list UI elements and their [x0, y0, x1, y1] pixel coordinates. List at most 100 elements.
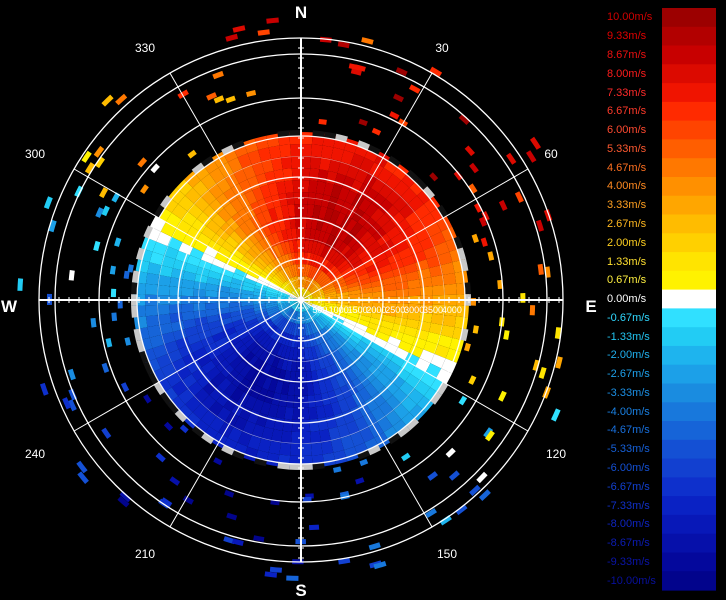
velocity-cell — [323, 182, 335, 197]
velocity-cell — [330, 401, 342, 416]
outer-echo — [474, 202, 483, 213]
velocity-cell — [307, 309, 316, 321]
velocity-cell — [272, 275, 284, 286]
outer-echo — [62, 397, 72, 410]
velocity-cell — [423, 340, 438, 354]
velocity-cell — [255, 412, 268, 427]
velocity-cell — [197, 373, 212, 389]
velocity-cell — [394, 316, 408, 327]
colorbar-swatch — [662, 120, 716, 140]
velocity-cell — [321, 194, 331, 208]
velocity-cell — [135, 259, 150, 273]
velocity-cell — [253, 259, 266, 271]
velocity-cell — [372, 227, 387, 241]
velocity-cell — [191, 218, 207, 233]
velocity-cell — [217, 291, 230, 298]
velocity-cell — [277, 270, 287, 282]
velocity-cell — [334, 173, 347, 188]
edge-cell — [312, 130, 325, 138]
edge-cell — [143, 361, 154, 375]
edge-cell — [357, 140, 371, 151]
velocity-cell — [320, 312, 333, 321]
velocity-cell — [313, 357, 321, 371]
velocity-cell — [328, 159, 341, 174]
velocity-cell — [278, 393, 288, 407]
velocity-cell — [221, 347, 235, 360]
velocity-cell — [207, 348, 222, 361]
colorbar-swatch — [662, 571, 716, 591]
velocity-cell — [178, 345, 194, 358]
outer-echo — [497, 279, 503, 289]
velocity-cell — [322, 452, 336, 467]
radar-center — [298, 297, 304, 303]
velocity-cell — [309, 283, 320, 293]
velocity-cell — [304, 323, 309, 336]
velocity-cell — [286, 228, 293, 242]
edge-cell — [174, 409, 188, 423]
velocity-cell — [307, 279, 316, 291]
velocity-cell — [301, 395, 309, 408]
outer-echo — [84, 162, 95, 174]
velocity-cell — [346, 281, 360, 289]
azimuth-spoke — [169, 299, 302, 528]
velocity-cell — [387, 336, 402, 348]
velocity-cell — [313, 269, 323, 281]
velocity-cell — [255, 374, 267, 388]
velocity-cell — [293, 264, 298, 277]
velocity-cell — [302, 311, 306, 324]
velocity-cell — [267, 182, 279, 197]
velocity-cell — [307, 192, 316, 205]
velocity-cell — [296, 239, 301, 253]
velocity-cell — [294, 335, 299, 348]
velocity-cell — [290, 443, 301, 456]
velocity-cell — [206, 366, 221, 381]
velocity-cell — [353, 264, 366, 274]
velocity-cell — [317, 343, 326, 357]
velocity-cell — [237, 208, 251, 223]
range-label: 3000 — [404, 305, 424, 315]
outer-echo — [458, 114, 470, 125]
velocity-cell — [207, 270, 222, 280]
colorbar-label: 3.33m/s — [607, 199, 647, 212]
outer-echo — [532, 359, 541, 372]
outer-echo — [101, 427, 112, 439]
outer-echo — [503, 330, 510, 340]
velocity-cell — [344, 273, 357, 282]
velocity-cell — [287, 383, 296, 396]
velocity-cell — [169, 286, 182, 296]
velocity-cell — [245, 273, 258, 282]
velocity-cell — [284, 180, 294, 194]
velocity-cell — [384, 342, 399, 354]
velocity-cell — [223, 202, 238, 218]
velocity-cell — [207, 239, 222, 252]
velocity-cell — [331, 254, 343, 266]
velocity-cell — [321, 232, 331, 246]
velocity-cell — [157, 304, 170, 316]
velocity-cell — [241, 301, 254, 307]
velocity-cell — [334, 256, 346, 268]
colorbar-swatch — [662, 421, 716, 441]
colorbar-label: -7.33m/s — [607, 499, 650, 512]
velocity-cell — [276, 343, 285, 357]
outer-echo — [554, 327, 562, 339]
velocity-cell — [372, 359, 387, 373]
velocity-cell — [269, 312, 282, 321]
velocity-cell — [255, 173, 268, 188]
velocity-cell — [229, 306, 242, 313]
velocity-cell — [284, 241, 291, 254]
edge-cell — [131, 305, 138, 318]
velocity-cell — [200, 173, 217, 190]
velocity-cell — [408, 388, 424, 405]
outer-echo — [358, 118, 368, 127]
velocity-cell — [258, 438, 272, 453]
velocity-cell — [272, 259, 282, 271]
velocity-cell — [333, 450, 348, 465]
velocity-cell — [302, 264, 306, 277]
velocity-cell — [181, 311, 195, 321]
outer-echo — [48, 219, 57, 233]
velocity-cell — [380, 270, 395, 280]
velocity-cell — [360, 306, 373, 313]
edge-cell — [191, 162, 205, 175]
velocity-cell — [193, 240, 208, 253]
velocity-cell — [381, 219, 396, 234]
